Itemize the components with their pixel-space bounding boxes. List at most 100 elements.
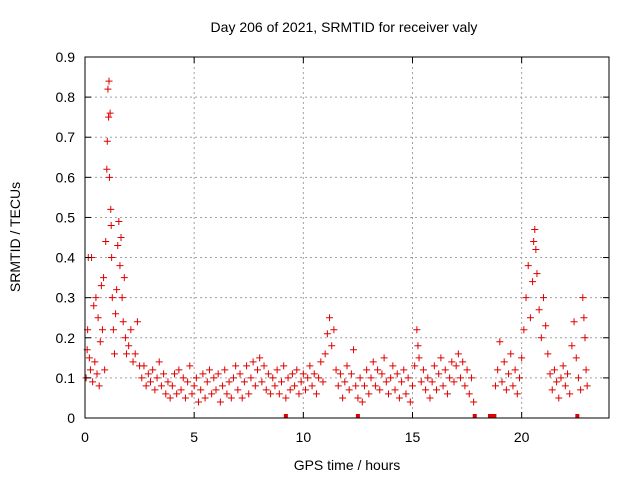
data-point: [532, 246, 540, 254]
data-point: [382, 378, 390, 386]
data-point: [376, 386, 384, 394]
data-point: [232, 362, 240, 370]
data-point: [190, 382, 198, 390]
data-point: [164, 378, 172, 386]
data-point: [108, 254, 116, 262]
chart-title: Day 206 of 2021, SRMTID for receiver val…: [211, 19, 478, 35]
gap-markers: [283, 414, 580, 418]
data-point: [435, 370, 443, 378]
data-point: [315, 374, 323, 382]
data-point: [426, 394, 434, 402]
gap-marker: [488, 414, 493, 418]
data-point: [295, 390, 303, 398]
data-point: [457, 374, 465, 382]
data-point: [323, 330, 331, 338]
data-point: [310, 370, 318, 378]
data-point: [326, 314, 334, 322]
data-point: [93, 370, 101, 378]
data-point: [117, 234, 125, 241]
data-point: [157, 382, 165, 390]
gap-marker: [472, 414, 477, 418]
y-tick-labels: 0 0.1 0.2 0.3 0.4 0.5 0.6 0.7 0.8 0.9: [56, 49, 76, 426]
data-point: [507, 350, 515, 358]
y-tick-label: 0.9: [56, 49, 76, 65]
data-point: [118, 294, 126, 302]
gap-marker: [355, 414, 360, 418]
x-tick-labels: 0 5 10 15 20: [81, 429, 530, 445]
data-point: [86, 366, 94, 374]
data-point: [236, 370, 244, 378]
data-point: [293, 366, 301, 374]
data-point: [273, 366, 281, 374]
data-point: [286, 386, 294, 394]
data-point: [179, 374, 187, 382]
data-point: [437, 354, 445, 362]
data-point: [339, 394, 347, 402]
x-axis-title: GPS time / hours: [294, 457, 401, 473]
data-point: [90, 302, 98, 310]
data-point: [210, 374, 218, 382]
data-point: [470, 398, 478, 406]
data-point: [580, 314, 588, 322]
y-tick-label: 0.3: [56, 290, 76, 306]
data-point: [278, 378, 285, 386]
gap-marker: [283, 414, 288, 418]
data-point: [258, 378, 266, 386]
data-point: [100, 274, 108, 282]
data-point: [317, 358, 325, 366]
data-point: [153, 374, 161, 382]
data-point: [101, 366, 109, 374]
data-point: [108, 294, 116, 302]
data-point: [110, 350, 118, 358]
data-point: [529, 278, 537, 286]
y-tick-label: 0.6: [56, 169, 76, 185]
data-point: [92, 294, 100, 302]
data-point: [127, 326, 135, 334]
data-point: [450, 378, 458, 386]
x-tick-label: 5: [190, 429, 198, 445]
data-point: [114, 242, 122, 250]
data-point: [336, 370, 344, 378]
data-point: [582, 366, 590, 374]
data-point: [113, 286, 121, 294]
data-point: [171, 370, 179, 378]
data-point: [175, 366, 183, 374]
data-point: [177, 386, 185, 394]
data-point: [151, 386, 159, 394]
data-point: [341, 378, 349, 386]
data-point: [328, 342, 336, 350]
data-point: [568, 342, 576, 350]
data-point: [334, 382, 342, 390]
data-point: [160, 370, 168, 378]
data-point: [120, 274, 128, 282]
data-point: [360, 382, 368, 390]
data-point: [430, 362, 438, 370]
data-point: [94, 314, 102, 322]
data-point: [240, 378, 248, 386]
data-point: [166, 394, 174, 402]
data-point: [85, 354, 93, 362]
data-point: [245, 390, 253, 398]
data-point: [494, 366, 502, 374]
x-tick-label: 20: [514, 429, 530, 445]
data-point: [288, 370, 296, 378]
data-point: [522, 294, 530, 302]
data-point: [275, 390, 283, 398]
y-tick-label: 0.8: [56, 89, 76, 105]
data-point: [374, 366, 382, 374]
data-point: [509, 382, 517, 390]
x-tick-label: 15: [405, 429, 421, 445]
data-point: [428, 378, 436, 386]
data-point: [496, 338, 504, 346]
data-point: [411, 362, 419, 370]
data-point: [559, 362, 567, 370]
data-point: [195, 398, 203, 406]
data-point: [550, 366, 558, 374]
data-point: [184, 378, 192, 386]
data-point: [564, 370, 572, 378]
data-point: [256, 354, 264, 362]
data-point: [264, 370, 272, 378]
data-point: [243, 362, 251, 370]
data-point: [214, 370, 222, 378]
x-tick-label: 0: [81, 429, 89, 445]
